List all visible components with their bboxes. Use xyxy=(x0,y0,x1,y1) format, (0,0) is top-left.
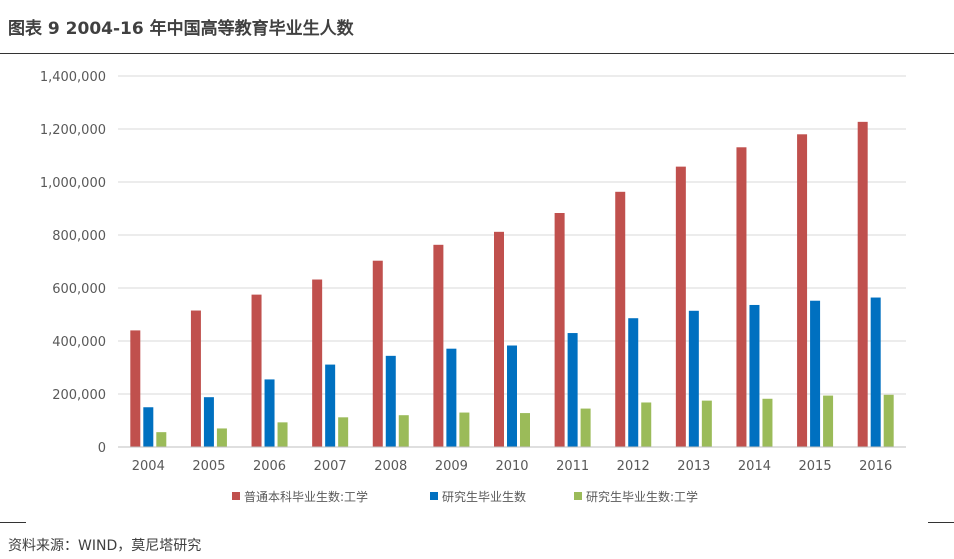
bar xyxy=(433,244,444,447)
bar xyxy=(883,394,894,447)
bar xyxy=(190,310,201,447)
bar xyxy=(216,428,227,447)
x-tick-label: 2011 xyxy=(556,459,589,474)
y-tick-label: 800,000 xyxy=(52,229,106,244)
bar xyxy=(823,395,834,447)
bar xyxy=(312,279,323,447)
x-tick-label: 2016 xyxy=(859,459,892,474)
bar xyxy=(277,422,288,447)
legend-label: 普通本科毕业生数:工学 xyxy=(244,489,368,504)
bar xyxy=(554,213,565,447)
legend-label: 研究生毕业生数:工学 xyxy=(586,489,698,504)
bar xyxy=(749,304,760,447)
bar xyxy=(615,191,626,447)
legend-label: 研究生毕业生数 xyxy=(442,489,526,504)
legend-swatch xyxy=(232,492,240,500)
y-tick-label: 1,200,000 xyxy=(40,123,106,138)
bars xyxy=(130,121,894,448)
x-tick-label: 2012 xyxy=(617,459,650,474)
bar xyxy=(338,417,349,447)
bar xyxy=(641,402,652,447)
bar xyxy=(143,407,154,447)
bar xyxy=(325,364,336,447)
x-tick-label: 2004 xyxy=(132,459,165,474)
x-tick-label: 2006 xyxy=(253,459,286,474)
bar xyxy=(372,260,383,447)
x-tick-label: 2008 xyxy=(374,459,407,474)
bar xyxy=(446,348,457,447)
chart-title: 图表 9 2004-16 年中国高等教育毕业生人数 xyxy=(8,19,354,39)
bar xyxy=(762,398,773,447)
x-axis-tick-labels: 2004 2005 2006 2007 2008 2009 2010 2011 2012 2013… xyxy=(132,459,892,474)
bar xyxy=(398,415,409,447)
bar xyxy=(130,330,141,447)
bar xyxy=(520,413,530,447)
bar xyxy=(688,310,699,447)
y-tick-label: 600,000 xyxy=(52,282,106,297)
gridlines xyxy=(118,75,906,395)
bar xyxy=(628,318,639,447)
bar xyxy=(675,166,686,447)
bar xyxy=(857,121,868,447)
bar xyxy=(507,345,517,447)
x-tick-label: 2010 xyxy=(495,459,528,474)
x-tick-label: 2014 xyxy=(738,459,771,474)
bar xyxy=(494,231,504,447)
bar xyxy=(385,355,396,447)
legend-swatch xyxy=(574,492,582,500)
bar xyxy=(567,333,578,447)
x-tick-label: 2009 xyxy=(435,459,468,474)
legend-swatch xyxy=(430,492,438,500)
x-tick-label: 2005 xyxy=(192,459,225,474)
bottom-left-divider xyxy=(0,522,26,523)
bar xyxy=(251,294,262,447)
top-divider xyxy=(0,53,954,54)
source-note: 资料来源：WIND，莫尼塔研究 xyxy=(8,538,202,554)
x-tick-label: 2007 xyxy=(314,459,347,474)
bottom-right-divider xyxy=(928,522,954,523)
x-tick-label: 2013 xyxy=(677,459,710,474)
bar xyxy=(156,432,167,447)
bar xyxy=(580,408,591,447)
bar xyxy=(203,397,214,447)
y-tick-label: 0 xyxy=(98,441,106,456)
bar xyxy=(797,134,808,448)
bar xyxy=(264,379,275,447)
bar xyxy=(810,300,821,447)
x-tick-label: 2015 xyxy=(799,459,832,474)
bar xyxy=(736,147,747,447)
y-tick-label: 1,400,000 xyxy=(40,70,106,85)
bar-chart: 0 200,000 400,000 600,000 800,000 1,000,000 1,… xyxy=(40,70,906,504)
bar xyxy=(870,297,881,447)
bar xyxy=(459,412,470,447)
y-tick-label: 1,000,000 xyxy=(40,176,106,191)
y-tick-label: 400,000 xyxy=(52,335,106,350)
bar xyxy=(701,400,712,447)
y-axis-tick-labels: 0 200,000 400,000 600,000 800,000 1,000,000 1,… xyxy=(40,70,106,456)
y-tick-label: 200,000 xyxy=(52,388,106,403)
legend: 普通本科毕业生数:工学 研究生毕业生数 研究生毕业生数:工学 xyxy=(232,489,698,504)
